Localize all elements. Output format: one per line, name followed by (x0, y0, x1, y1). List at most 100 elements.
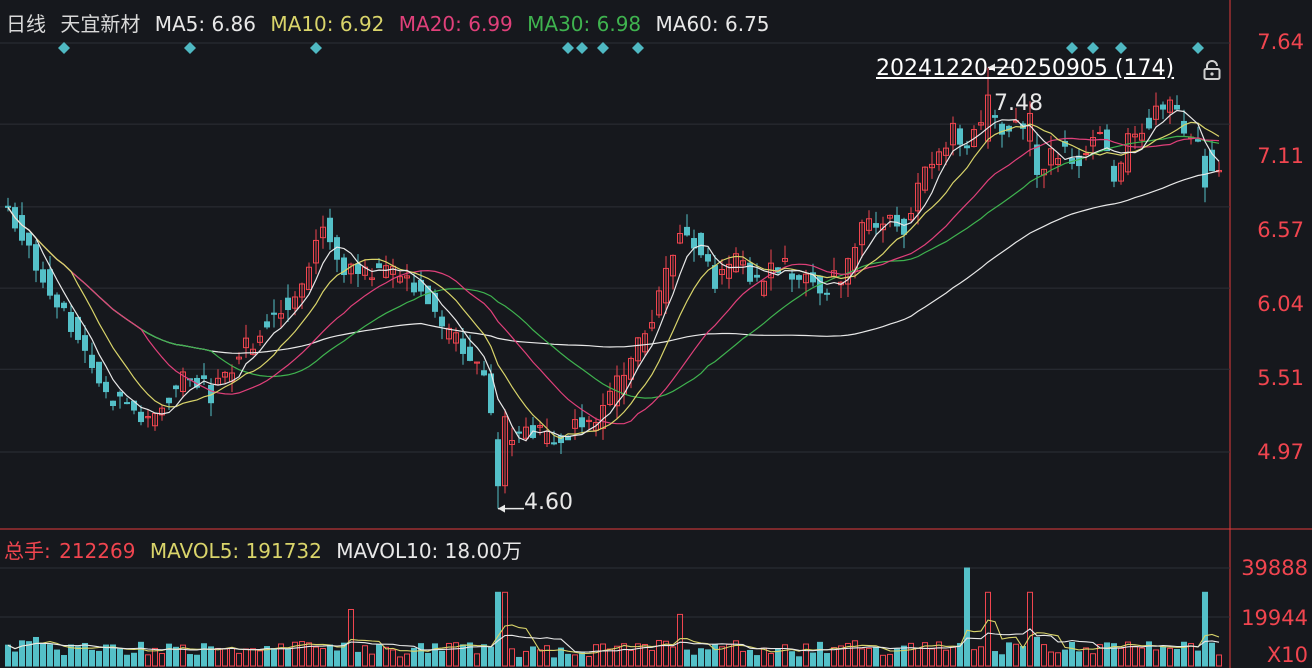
date-range-label[interactable]: 20241220-20250905 (174) (876, 56, 1175, 81)
candle-body (278, 313, 284, 319)
candle-body (474, 361, 480, 364)
volume-bar (194, 654, 200, 667)
volume-bar (103, 644, 109, 667)
candle-body (103, 381, 109, 393)
candle-body (138, 411, 144, 423)
ma60-line (7, 170, 1220, 354)
volume-bar (278, 643, 284, 667)
volume-bar (572, 654, 578, 667)
candle-body (712, 265, 718, 289)
candle-body (1160, 104, 1166, 110)
candle-body (166, 397, 172, 404)
volume-bar (747, 649, 753, 667)
volume-bar (1013, 643, 1019, 667)
volume-bar (1083, 647, 1089, 667)
volume-bar (698, 648, 704, 667)
candle-body (502, 416, 508, 487)
volume-bar (89, 649, 95, 667)
volume-bar (1076, 651, 1082, 667)
volume-bar (1041, 644, 1047, 667)
signal-diamond (562, 42, 574, 54)
candle-body (978, 122, 984, 126)
volume-header: 总手: 212269 MAVOL5: 191732 MAVOL10: 18.00… (4, 535, 530, 564)
volume-bar (481, 644, 487, 667)
volume-bar (754, 655, 760, 667)
candle-body (733, 253, 739, 273)
volume-bar (19, 640, 25, 667)
volume-bar (348, 608, 354, 667)
volume-bar (1006, 642, 1012, 667)
volume-bar (250, 648, 256, 667)
volume-bar (565, 653, 571, 667)
volume-bar (26, 641, 32, 667)
signal-diamond (58, 42, 70, 54)
volume-bar (929, 648, 935, 667)
volume-bar (131, 652, 137, 667)
candle-body (313, 239, 319, 264)
volume-bar (1111, 643, 1117, 667)
candle-body (1139, 132, 1145, 141)
candle-body (1195, 139, 1201, 142)
volume-bar (47, 644, 53, 667)
candle-body (824, 292, 830, 295)
period-label[interactable]: 日线 (6, 12, 46, 36)
volume-bar (873, 647, 879, 667)
candle-body (1132, 133, 1138, 138)
candle-body (1209, 149, 1215, 172)
candle-body (1027, 112, 1033, 142)
candle-body (306, 266, 312, 291)
candle-body (236, 356, 242, 360)
candle-body (383, 265, 389, 278)
candle-body (495, 439, 501, 487)
candle-body (789, 273, 795, 280)
candle-body (985, 94, 991, 142)
candle-body (649, 322, 655, 329)
volume-bar (432, 643, 438, 667)
volume-bar (1132, 646, 1138, 667)
volume-bar (180, 644, 186, 667)
volume-bar (285, 648, 291, 667)
volume-bar (257, 650, 263, 667)
candle-body (516, 431, 522, 434)
candle-body (922, 166, 928, 191)
signal-diamond (597, 42, 609, 54)
candle-body (257, 335, 263, 343)
volume-bar (1104, 642, 1110, 667)
volume-unit-label: X10 (1266, 643, 1308, 667)
signal-diamond (576, 42, 588, 54)
volume-bar (530, 646, 536, 667)
total-volume-label: 总手: (4, 539, 51, 563)
volume-bar (1055, 652, 1061, 667)
lock-icon[interactable] (1203, 60, 1221, 80)
volume-bar (117, 648, 123, 667)
candle-body (61, 302, 67, 309)
candle-body (901, 218, 907, 235)
candle-body (432, 292, 438, 312)
volume-bar (418, 643, 424, 667)
volume-bar (110, 644, 116, 667)
volume-bar (159, 652, 165, 667)
candle-body (698, 232, 704, 256)
volume-bar (1118, 647, 1124, 667)
candle-body (243, 337, 249, 349)
candle-body (264, 321, 270, 328)
volume-bar (838, 645, 844, 667)
volume-bar (740, 650, 746, 667)
candle-body (803, 273, 809, 284)
ma5-line (7, 109, 1220, 442)
volume-bar (663, 640, 669, 667)
candle-body (26, 232, 32, 246)
ma30-line (7, 135, 1220, 399)
candle-body (1174, 104, 1180, 110)
volume-bar (320, 647, 326, 667)
signal-diamond (632, 42, 644, 54)
ma10-label: MA10: 6.92 (270, 12, 385, 36)
candle-body (348, 263, 354, 275)
volume-bar (327, 644, 333, 667)
candle-body (159, 407, 165, 416)
high-arrow-head (988, 63, 995, 72)
candle-body (1097, 131, 1103, 134)
candle-body (341, 257, 347, 276)
candle-body (446, 327, 452, 340)
candle-body (467, 346, 473, 361)
